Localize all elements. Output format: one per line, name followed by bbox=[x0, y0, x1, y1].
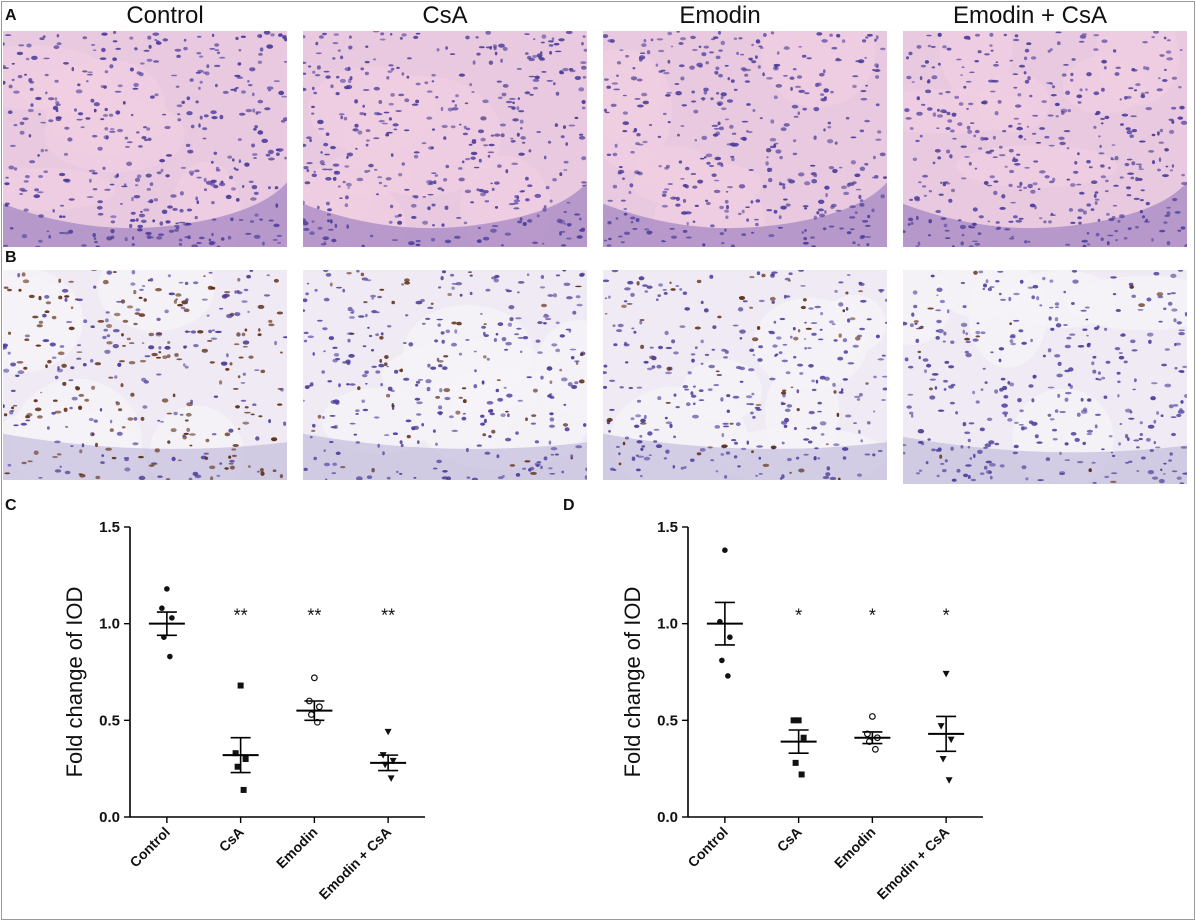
data-point bbox=[310, 674, 318, 682]
column-title-control: Control bbox=[126, 2, 204, 29]
data-point bbox=[725, 673, 731, 679]
ihc-micrograph-csa bbox=[303, 270, 587, 480]
scatter-chart-d: 0.0 0.5 1.0 1.5 Fold change of IOD Control CsA… bbox=[620, 519, 983, 903]
y-tick-label: 0.0 bbox=[657, 809, 678, 826]
data-point bbox=[315, 703, 323, 711]
data-point bbox=[164, 586, 170, 592]
significance-label: ** bbox=[381, 606, 395, 626]
he-micrograph-emodin-csa bbox=[903, 31, 1187, 247]
data-point bbox=[795, 717, 802, 724]
he-micrograph-emodin bbox=[603, 31, 887, 247]
panel-letter-b: B bbox=[5, 249, 17, 266]
scatter-chart-c: 0.0 0.5 1.0 1.5 Fold change of IOD Control CsA… bbox=[62, 519, 425, 903]
data-point bbox=[871, 745, 879, 753]
y-tick-label: 1.5 bbox=[657, 519, 678, 536]
data-point bbox=[939, 756, 947, 763]
data-point bbox=[169, 615, 175, 621]
ihc-micrograph-control bbox=[3, 270, 287, 480]
data-point bbox=[790, 717, 797, 724]
y-tick-label: 1.5 bbox=[99, 519, 120, 536]
x-tick-label: Emodin bbox=[831, 824, 879, 872]
data-point bbox=[719, 657, 725, 664]
he-micrograph-csa bbox=[303, 31, 587, 247]
data-point bbox=[727, 634, 733, 640]
y-tick-label: 0.5 bbox=[657, 712, 678, 729]
data-point bbox=[868, 713, 876, 720]
column-title-emodin: Emodin bbox=[679, 2, 761, 29]
data-point bbox=[945, 777, 953, 784]
he-micrograph-control bbox=[3, 31, 287, 247]
data-point bbox=[722, 547, 728, 553]
y-axis-label: Fold change of IOD bbox=[620, 587, 645, 778]
panel-letter-c: C bbox=[5, 497, 17, 514]
x-tick-label: CsA bbox=[774, 824, 805, 855]
data-point bbox=[389, 757, 397, 765]
data-point bbox=[792, 759, 799, 766]
panel-letter-d: D bbox=[563, 497, 575, 514]
data-point bbox=[800, 734, 807, 741]
data-point bbox=[167, 653, 173, 660]
data-point bbox=[947, 736, 955, 744]
ihc-micrograph-emodin-csa bbox=[903, 270, 1187, 484]
significance-label: * bbox=[869, 606, 876, 626]
x-tick-label: Control bbox=[684, 824, 731, 871]
y-axis-label: Fold change of IOD bbox=[62, 587, 87, 778]
data-point bbox=[237, 682, 244, 689]
data-point bbox=[384, 728, 392, 736]
x-tick-label: Emodin bbox=[273, 824, 321, 872]
y-tick-label: 0.5 bbox=[99, 712, 120, 729]
y-tick-label: 0.0 bbox=[99, 809, 120, 826]
data-point bbox=[240, 786, 247, 793]
x-tick-label: Emodin + CsA bbox=[874, 824, 953, 903]
data-point bbox=[798, 771, 805, 778]
panel-letter-a: A bbox=[5, 7, 17, 24]
column-title-emodin-csa: Emodin + CsA bbox=[952, 2, 1108, 29]
data-point bbox=[234, 763, 241, 770]
data-point bbox=[387, 775, 395, 782]
data-point bbox=[942, 670, 950, 678]
significance-label: * bbox=[795, 606, 802, 626]
y-tick-label: 1.0 bbox=[99, 616, 120, 633]
data-point bbox=[937, 723, 945, 730]
ihc-micrograph-emodin bbox=[603, 270, 887, 480]
x-tick-label: Emodin + CsA bbox=[316, 824, 395, 903]
data-point bbox=[159, 605, 165, 611]
data-point bbox=[232, 750, 239, 757]
y-tick-label: 1.0 bbox=[657, 616, 678, 633]
significance-label: ** bbox=[307, 606, 321, 626]
x-tick-label: Control bbox=[126, 824, 173, 871]
x-tick-label: CsA bbox=[216, 824, 247, 855]
column-title-csa: CsA bbox=[422, 2, 468, 29]
data-point bbox=[242, 756, 249, 762]
significance-label: * bbox=[943, 606, 950, 626]
data-point bbox=[307, 711, 315, 718]
significance-label: ** bbox=[234, 606, 248, 626]
